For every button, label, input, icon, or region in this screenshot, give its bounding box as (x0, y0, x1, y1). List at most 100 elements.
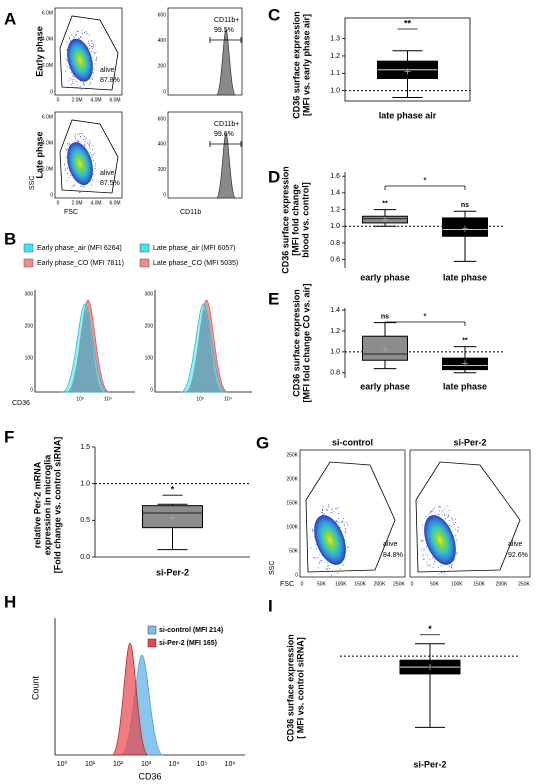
event-dot (95, 58, 97, 60)
event-dot (78, 141, 80, 143)
x-tick-label: 0 (57, 97, 60, 103)
event-dot (347, 524, 349, 526)
event-dot (344, 532, 346, 534)
x-tick-label: 10⁴ (224, 396, 232, 402)
event-dot (72, 35, 74, 37)
gate (305, 461, 396, 573)
event-dot (66, 60, 68, 62)
event-dot (321, 512, 323, 514)
event-dot (422, 539, 424, 541)
event-dot (69, 144, 71, 146)
event-dot (81, 133, 83, 135)
plot-frame (344, 17, 471, 102)
event-dot (455, 518, 457, 520)
x-tick-label: 10⁰ (57, 760, 68, 768)
y-tick-label: 6.0M (42, 10, 53, 16)
event-dot (79, 85, 81, 87)
y-tick-label: 0 (150, 387, 153, 393)
event-dot (70, 40, 72, 42)
event-dot (94, 165, 96, 167)
y-tick-label: 4.0M (42, 37, 53, 43)
scatter-frame (54, 111, 123, 199)
event-dot (322, 514, 324, 516)
event-dot (426, 561, 428, 563)
event-dot (67, 66, 69, 68)
hist-frame (167, 111, 243, 199)
event-dot (427, 513, 429, 515)
y-tick-label: 1.4 (330, 190, 340, 197)
event-dot (441, 571, 443, 573)
event-dot (75, 34, 77, 36)
event-dot (455, 535, 457, 537)
event-dot (341, 520, 343, 522)
x-tick-label: early phase (360, 381, 410, 391)
event-dot (451, 567, 453, 569)
x-tick-label: early phase (360, 272, 410, 282)
event-dot (80, 185, 82, 187)
event-dot (65, 148, 67, 150)
y-tick-label: 100 (25, 355, 34, 361)
x-tick-label: 2.0M (71, 200, 82, 206)
y-axis-label: relative Per-2 mRNA (32, 461, 42, 548)
event-dot (77, 37, 79, 39)
x-tick-label: 250K (518, 581, 530, 587)
event-dot (89, 145, 91, 147)
event-dot (73, 135, 75, 137)
event-dot (448, 509, 450, 511)
bracket-label: * (423, 311, 427, 321)
gate-name: alive (100, 170, 115, 177)
y-tick-label: 1.0 (330, 349, 340, 356)
event-dot (75, 81, 77, 83)
event-dot (434, 559, 436, 561)
event-dot (338, 521, 340, 523)
event-dot (65, 70, 67, 72)
y-tick-label: 2.0M (42, 166, 53, 172)
event-dot (438, 510, 440, 512)
event-dot (63, 163, 65, 165)
panel-label: H (4, 592, 16, 611)
event-dot (91, 148, 93, 150)
event-dot (444, 508, 446, 510)
x-tick-label: 10⁵ (197, 761, 208, 768)
y-tick-label: 2.0M (42, 63, 53, 69)
event-dot (72, 83, 74, 85)
event-dot (423, 549, 425, 551)
gate-value: 92.6% (508, 552, 528, 559)
x-tick-label: 10³ (196, 396, 204, 402)
event-dot (344, 528, 346, 530)
event-dot (93, 52, 95, 54)
y-axis-label: [MFI vs. early phase air] (301, 14, 311, 116)
x-tick-label: 150K (354, 581, 366, 587)
event-dot (444, 574, 446, 576)
y-tick-label: 50K (289, 548, 299, 554)
y-tick-label: 0 (295, 572, 298, 578)
event-dot (68, 80, 70, 82)
legend-label: si-control (MFI 214) (159, 627, 223, 634)
x-tick-label: 0 (57, 200, 60, 206)
x-tick-label: 0 (411, 581, 414, 587)
density-cloud (67, 142, 93, 186)
x-tick-label: 10⁶ (225, 761, 236, 768)
event-dot (310, 547, 312, 549)
event-dot (339, 568, 341, 570)
event-dot (434, 513, 436, 515)
event-dot (446, 505, 448, 507)
event-dot (441, 513, 443, 515)
significance: * (428, 624, 432, 634)
y-tick-label: 0 (163, 192, 166, 198)
event-dot (80, 35, 82, 37)
legend-swatch (139, 243, 150, 253)
event-dot (73, 75, 75, 77)
event-dot (447, 516, 449, 518)
scatter-frame (54, 7, 123, 96)
event-dot (450, 526, 452, 528)
event-dot (331, 508, 333, 510)
y-tick-label: 1.0 (330, 223, 340, 230)
x-tick-label: 50K (430, 581, 440, 587)
event-dot (425, 516, 427, 518)
y-tick-label: 200 (145, 323, 154, 329)
event-dot (326, 562, 328, 564)
y-tick-label: 0 (30, 387, 33, 393)
event-dot (456, 539, 458, 541)
significance: ** (462, 338, 468, 345)
